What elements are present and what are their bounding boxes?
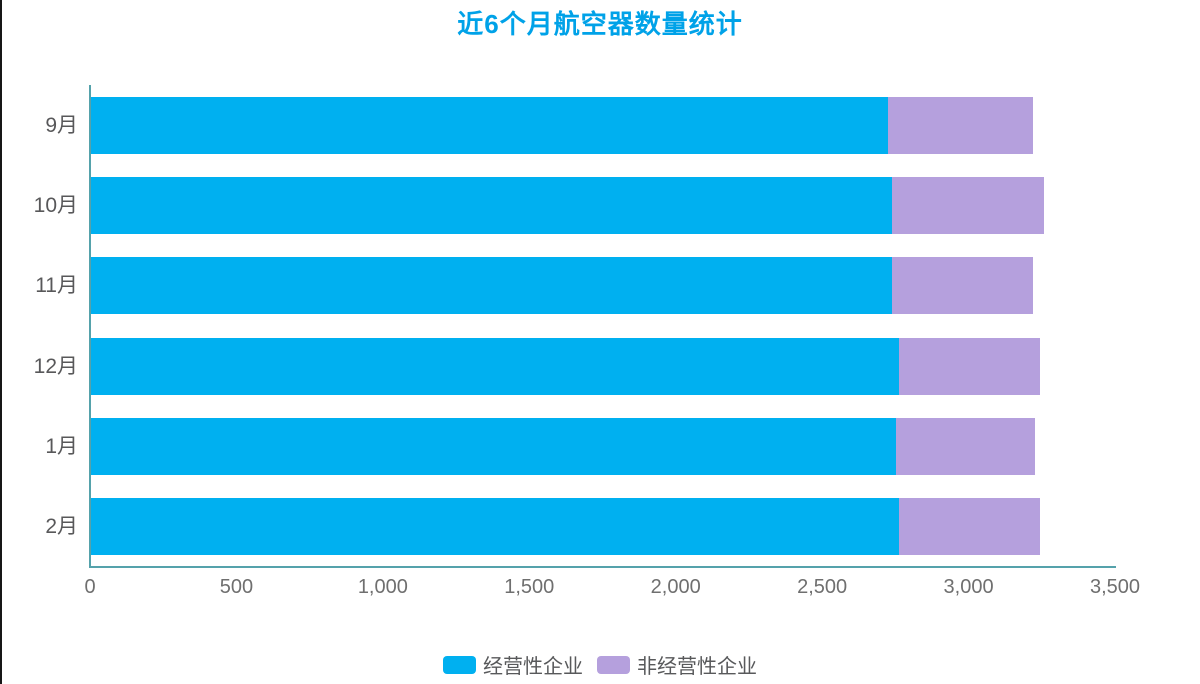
x-axis-tick-label: 2,500	[797, 576, 848, 598]
y-axis-label: 12月	[33, 354, 78, 378]
y-axis-label: 10月	[33, 194, 78, 217]
bar-row	[91, 257, 1033, 315]
chart-title: 近6个月航空器数量统计	[457, 9, 743, 39]
bar-segment-secondary[interactable]	[899, 498, 1040, 556]
screenshot-left-border	[0, 0, 2, 684]
bar-segment-secondary[interactable]	[896, 418, 1036, 475]
bar-segment-secondary[interactable]	[891, 257, 1033, 315]
bar-row	[91, 177, 1045, 234]
x-axis-tick-label: 3,000	[943, 576, 994, 598]
legend: 经营性企业 非经营性企业	[0, 650, 1200, 679]
bar-segment-primary[interactable]	[91, 177, 892, 234]
bar-segment-primary[interactable]	[91, 96, 888, 154]
x-axis-line	[89, 566, 1116, 568]
legend-label-non-operating: 非经营性企业	[637, 656, 757, 678]
x-axis-tick-label: 2,000	[650, 576, 701, 598]
y-axis-label: 2月	[45, 515, 78, 539]
y-axis-label: 11月	[35, 274, 78, 298]
bar-segment-primary[interactable]	[91, 337, 900, 395]
bar-row	[91, 498, 1040, 556]
bar-segment-secondary[interactable]	[899, 337, 1040, 395]
x-axis-tick-label: 500	[219, 576, 254, 598]
bar-segment-secondary[interactable]	[891, 177, 1045, 234]
y-axis-label: 1月	[45, 435, 78, 458]
x-axis-tick-label: 1,000	[357, 576, 408, 598]
y-axis-line	[89, 85, 91, 568]
legend-swatch-operating	[443, 655, 476, 674]
bar-row	[91, 418, 1036, 475]
x-axis-tick-label: 0	[84, 576, 96, 598]
bar-segment-primary[interactable]	[91, 418, 897, 475]
bar-segment-primary[interactable]	[91, 498, 900, 556]
x-axis-tick-label: 1,500	[504, 576, 555, 598]
legend-swatch-non-operating	[597, 655, 630, 674]
bar-segment-secondary[interactable]	[887, 96, 1033, 154]
x-axis-tick-label: 3,500	[1089, 576, 1141, 598]
bar-segment-primary[interactable]	[91, 257, 892, 315]
legend-label-operating: 经营性企业	[483, 656, 583, 678]
bar-row	[91, 337, 1040, 395]
legend-item-operating[interactable]: 经营性企业	[443, 650, 583, 679]
y-axis-label: 9月	[45, 113, 78, 137]
bar-row	[91, 96, 1033, 154]
legend-item-non-operating[interactable]: 非经营性企业	[597, 650, 757, 679]
